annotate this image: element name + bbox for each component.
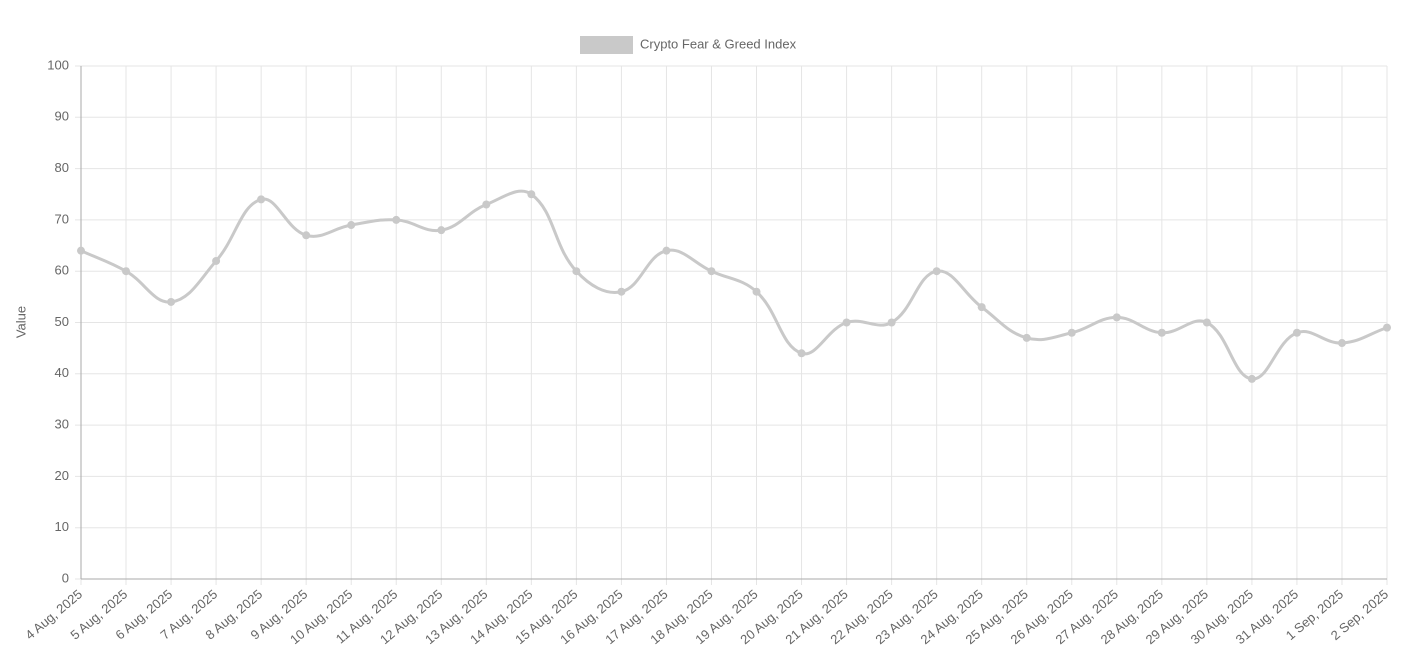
- point: [572, 267, 581, 276]
- point: [752, 287, 761, 296]
- point: [1157, 328, 1166, 337]
- y-tick-label: 100: [47, 57, 69, 72]
- point: [482, 200, 491, 209]
- point: [887, 318, 896, 327]
- point: [1383, 323, 1391, 332]
- point: [977, 303, 986, 312]
- point: [842, 318, 851, 327]
- point: [167, 297, 176, 306]
- legend-label: Crypto Fear & Greed Index: [640, 36, 797, 51]
- point: [437, 226, 446, 235]
- y-axis-label: Value: [13, 306, 28, 338]
- point: [617, 287, 626, 296]
- point: [797, 349, 806, 358]
- point: [77, 246, 85, 255]
- y-tick-label: 40: [55, 365, 69, 380]
- point: [1337, 339, 1346, 348]
- y-tick-label: 10: [55, 519, 69, 534]
- point: [122, 267, 131, 276]
- point: [1067, 328, 1076, 337]
- point: [932, 267, 941, 276]
- y-tick-label: 70: [55, 211, 69, 226]
- point: [1292, 328, 1301, 337]
- y-tick-label: 60: [55, 263, 69, 278]
- point: [302, 231, 311, 240]
- y-tick-label: 90: [55, 109, 69, 124]
- y-tick-label: 0: [62, 570, 69, 585]
- y-tick-label: 30: [55, 417, 69, 432]
- point: [257, 195, 266, 204]
- y-tick-label: 50: [55, 314, 69, 329]
- point: [392, 215, 401, 224]
- point: [527, 190, 536, 199]
- point: [347, 221, 356, 230]
- legend-swatch: [580, 36, 633, 54]
- y-tick-label: 80: [55, 160, 69, 175]
- point: [1202, 318, 1211, 327]
- line: [80, 189, 1388, 381]
- point: [1022, 333, 1031, 342]
- point: [707, 267, 716, 276]
- point: [212, 256, 221, 265]
- y-tick-label: 20: [55, 468, 69, 483]
- point: [1112, 313, 1121, 322]
- point: [1247, 374, 1256, 383]
- point: [662, 246, 671, 255]
